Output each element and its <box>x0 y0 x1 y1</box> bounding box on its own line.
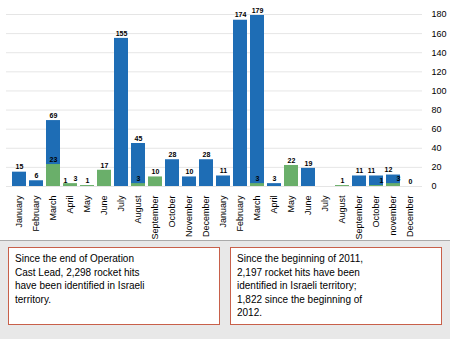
svg-text:23: 23 <box>50 156 58 163</box>
svg-text:December: December <box>405 195 415 237</box>
svg-text:november: november <box>388 196 398 236</box>
svg-text:January: January <box>14 195 24 228</box>
svg-text:April: April <box>65 196 75 214</box>
svg-text:August: August <box>133 195 143 224</box>
svg-text:January: January <box>218 195 228 228</box>
svg-text:1: 1 <box>86 177 90 184</box>
svg-text:11: 11 <box>356 167 364 174</box>
svg-text:180: 180 <box>432 9 447 19</box>
svg-text:July: July <box>116 195 126 212</box>
svg-text:1: 1 <box>64 177 68 184</box>
svg-text:40: 40 <box>432 143 442 153</box>
svg-text:11: 11 <box>220 167 228 174</box>
svg-text:April: April <box>269 196 279 214</box>
svg-text:28: 28 <box>169 151 177 158</box>
svg-text:17: 17 <box>101 161 109 168</box>
svg-text:20: 20 <box>432 162 442 172</box>
svg-text:July: July <box>320 195 330 212</box>
html-text:Since the end of Operation Cas: Since the end of Operation Cast Lead, 2,… <box>15 253 145 305</box>
svg-text:3: 3 <box>74 175 78 182</box>
svg-text:May: May <box>286 195 296 213</box>
svg-text:May: May <box>82 195 92 213</box>
svg-text:1: 1 <box>341 177 345 184</box>
svg-text:69: 69 <box>50 112 58 119</box>
svg-text:1: 1 <box>380 177 384 184</box>
svg-text:140: 140 <box>432 48 447 58</box>
svg-text:155: 155 <box>116 30 128 37</box>
svg-text:179: 179 <box>252 7 264 14</box>
svg-text:February: February <box>235 195 245 232</box>
svg-text:80: 80 <box>432 105 442 115</box>
svg-text:0: 0 <box>409 178 413 185</box>
svg-text:28: 28 <box>203 151 211 158</box>
svg-text:0: 0 <box>432 181 437 191</box>
svg-text:22: 22 <box>288 157 296 164</box>
svg-text:November: November <box>184 195 194 237</box>
svg-text:3: 3 <box>397 175 401 182</box>
svg-text:June: June <box>303 196 313 216</box>
svg-text:August: August <box>337 195 347 224</box>
svg-text:December: December <box>201 195 211 237</box>
svg-text:15: 15 <box>16 163 24 170</box>
svg-text:45: 45 <box>135 135 143 142</box>
svg-text:12: 12 <box>385 166 393 173</box>
svg-text:3: 3 <box>273 175 277 182</box>
svg-text:160: 160 <box>432 28 447 38</box>
svg-text:March: March <box>252 196 262 221</box>
svg-text:September: September <box>150 196 160 240</box>
svg-text:September: September <box>354 196 364 240</box>
svg-text:October: October <box>371 195 381 227</box>
svg-text:19: 19 <box>305 160 313 167</box>
svg-text:3: 3 <box>256 175 260 182</box>
svg-text:March: March <box>48 196 58 221</box>
svg-text:3: 3 <box>137 175 141 182</box>
svg-text:February: February <box>31 195 41 232</box>
svg-text:June: June <box>99 196 109 216</box>
html-text:Since the beginning of 2011, 2: Since the beginning of 2011, 2,197 rocke… <box>237 253 363 318</box>
svg-text:10: 10 <box>152 168 160 175</box>
svg-text:10: 10 <box>186 168 194 175</box>
svg-text:100: 100 <box>432 86 447 96</box>
svg-text:6: 6 <box>35 172 39 179</box>
svg-text:60: 60 <box>432 124 442 134</box>
svg-text:174: 174 <box>235 11 247 18</box>
svg-text:October: October <box>167 195 177 227</box>
svg-text:120: 120 <box>432 67 447 77</box>
svg-text:11: 11 <box>368 167 376 174</box>
